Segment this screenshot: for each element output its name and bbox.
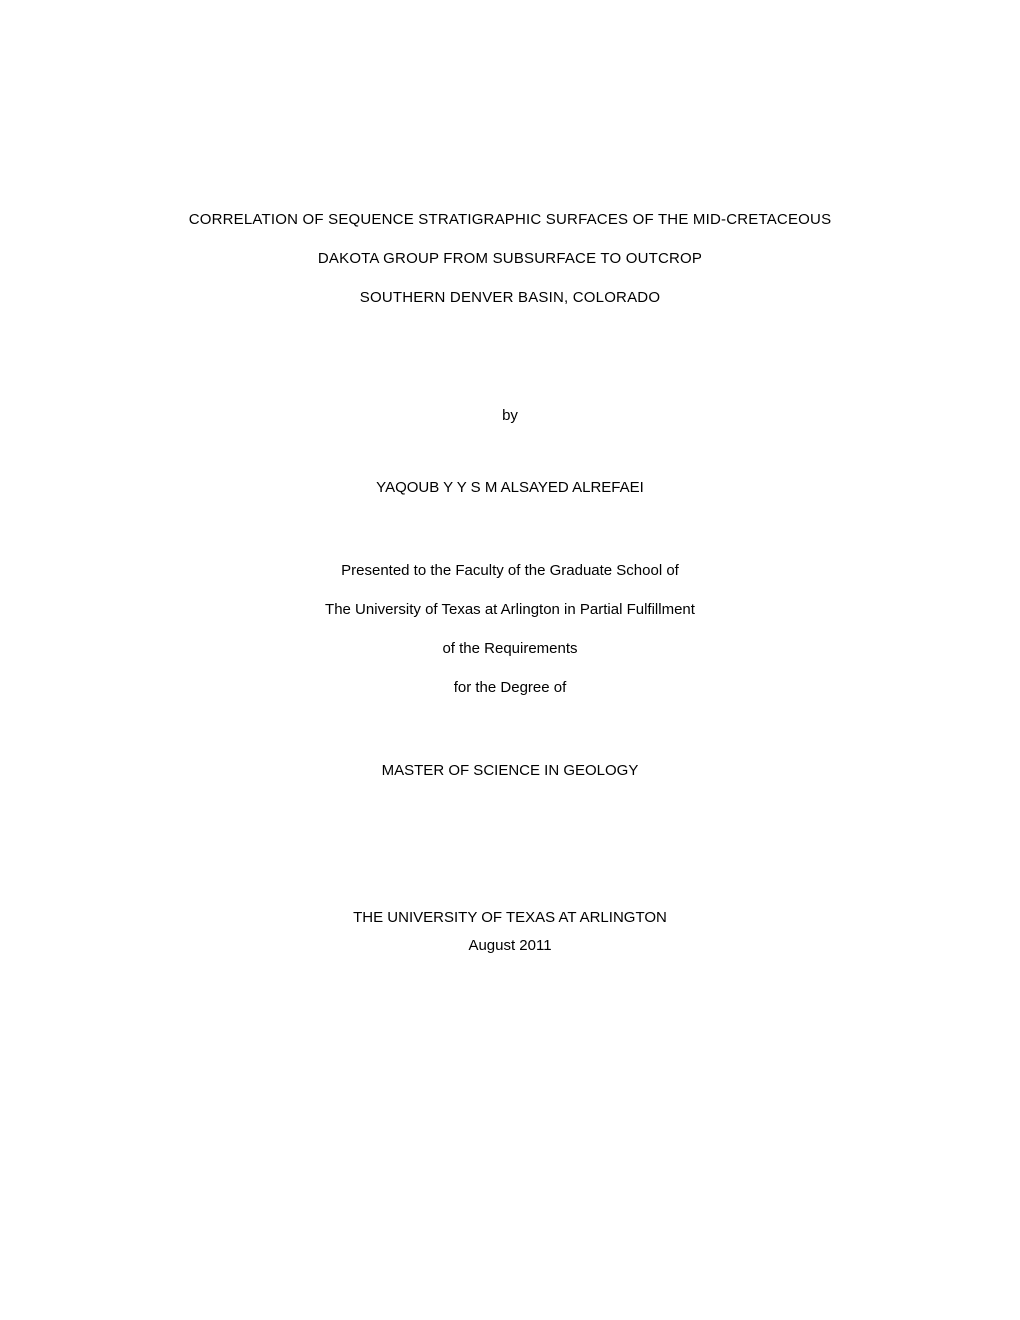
author-block: YAQOUB Y Y S M ALSAYED ALREFAEI: [140, 479, 880, 496]
university-block: THE UNIVERSITY OF TEXAS AT ARLINGTON Aug…: [140, 909, 880, 965]
spacer: [140, 496, 880, 551]
spacer: [140, 424, 880, 479]
spacer: [140, 779, 880, 909]
presented-line-1: Presented to the Faculty of the Graduate…: [140, 551, 880, 590]
degree-text: MASTER OF SCIENCE IN GEOLOGY: [140, 762, 880, 779]
title-line-3: SOUTHERN DENVER BASIN, COLORADO: [140, 278, 880, 317]
presented-line-3: of the Requirements: [140, 629, 880, 668]
presented-line-2: The University of Texas at Arlington in …: [140, 590, 880, 629]
title-line-1: CORRELATION OF SEQUENCE STRATIGRAPHIC SU…: [140, 200, 880, 239]
by-text: by: [140, 407, 880, 424]
title-line-2: DAKOTA GROUP FROM SUBSURFACE TO OUTCROP: [140, 239, 880, 278]
presented-block: Presented to the Faculty of the Graduate…: [140, 551, 880, 707]
author-name: YAQOUB Y Y S M ALSAYED ALREFAEI: [140, 479, 880, 496]
presented-line-4: for the Degree of: [140, 668, 880, 707]
title-block: CORRELATION OF SEQUENCE STRATIGRAPHIC SU…: [140, 200, 880, 317]
university-text: THE UNIVERSITY OF TEXAS AT ARLINGTON: [140, 909, 880, 926]
spacer: [140, 707, 880, 762]
spacer: [140, 317, 880, 407]
by-block: by: [140, 407, 880, 424]
degree-block: MASTER OF SCIENCE IN GEOLOGY: [140, 762, 880, 779]
date-text: August 2011: [140, 926, 880, 965]
